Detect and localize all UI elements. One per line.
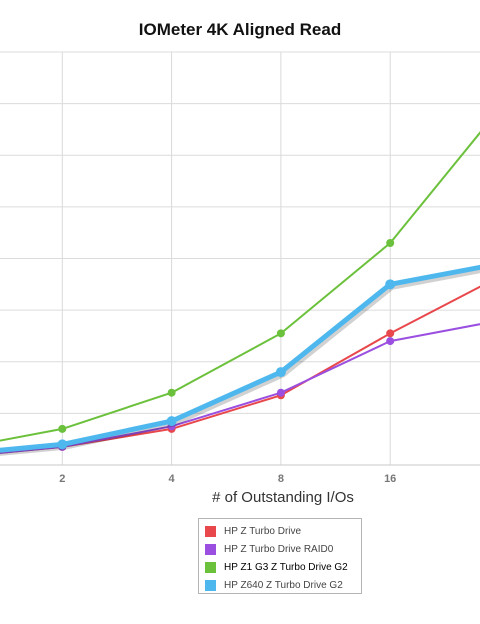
legend-swatch — [205, 561, 216, 573]
legend-swatch — [205, 579, 216, 591]
series-group — [0, 264, 480, 456]
x-axis-title: # of Outstanding I/Os — [212, 489, 354, 506]
legend-item[interactable]: HP Z Turbo Drive RAID0 — [205, 540, 361, 558]
data-point[interactable] — [386, 239, 395, 248]
data-point[interactable] — [276, 329, 285, 338]
legend: HP Z Turbo Drive HP Z Turbo Drive RAID0 HP… — [198, 518, 362, 594]
data-point[interactable] — [275, 367, 286, 378]
data-point[interactable] — [58, 424, 67, 433]
data-point[interactable] — [167, 388, 176, 397]
series-line[interactable] — [0, 264, 480, 455]
data-point[interactable] — [386, 329, 395, 338]
legend-swatch — [205, 543, 216, 555]
x-tick-label: 16 — [384, 473, 396, 485]
series-line[interactable] — [0, 277, 480, 458]
data-point[interactable] — [385, 279, 396, 290]
data-point[interactable] — [166, 416, 177, 427]
chart-title: IOMeter 4K Aligned Read — [138, 20, 342, 39]
series-line[interactable] — [0, 109, 480, 450]
series-line-shadow — [0, 266, 480, 456]
legend-item[interactable]: HP Z1 G3 Z Turbo Drive G2 — [205, 558, 361, 576]
x-tick-label: 8 — [278, 473, 284, 485]
legend-label: HP Z Turbo Drive RAID0 — [224, 543, 334, 555]
legend-swatch — [205, 525, 216, 537]
x-tick-label: 2 — [59, 473, 65, 485]
series-group — [0, 277, 480, 458]
series-lines — [0, 109, 480, 458]
x-tick-labels: 2 4 8 16 — [59, 473, 396, 485]
series-group — [0, 109, 480, 450]
legend-label: HP Z Turbo Drive — [224, 525, 302, 537]
series-line[interactable] — [0, 321, 480, 458]
data-point[interactable] — [57, 439, 68, 450]
legend-label: HP Z1 G3 Z Turbo Drive G2 — [224, 561, 348, 573]
x-tick-label: 4 — [169, 473, 176, 485]
legend-item[interactable]: HP Z Turbo Drive — [205, 522, 361, 540]
data-point[interactable] — [386, 337, 395, 346]
gridlines — [0, 51, 480, 466]
legend-label: HP Z640 Z Turbo Drive G2 — [224, 579, 343, 591]
data-point[interactable] — [276, 388, 285, 397]
legend-item[interactable]: HP Z640 Z Turbo Drive G2 — [205, 576, 361, 594]
